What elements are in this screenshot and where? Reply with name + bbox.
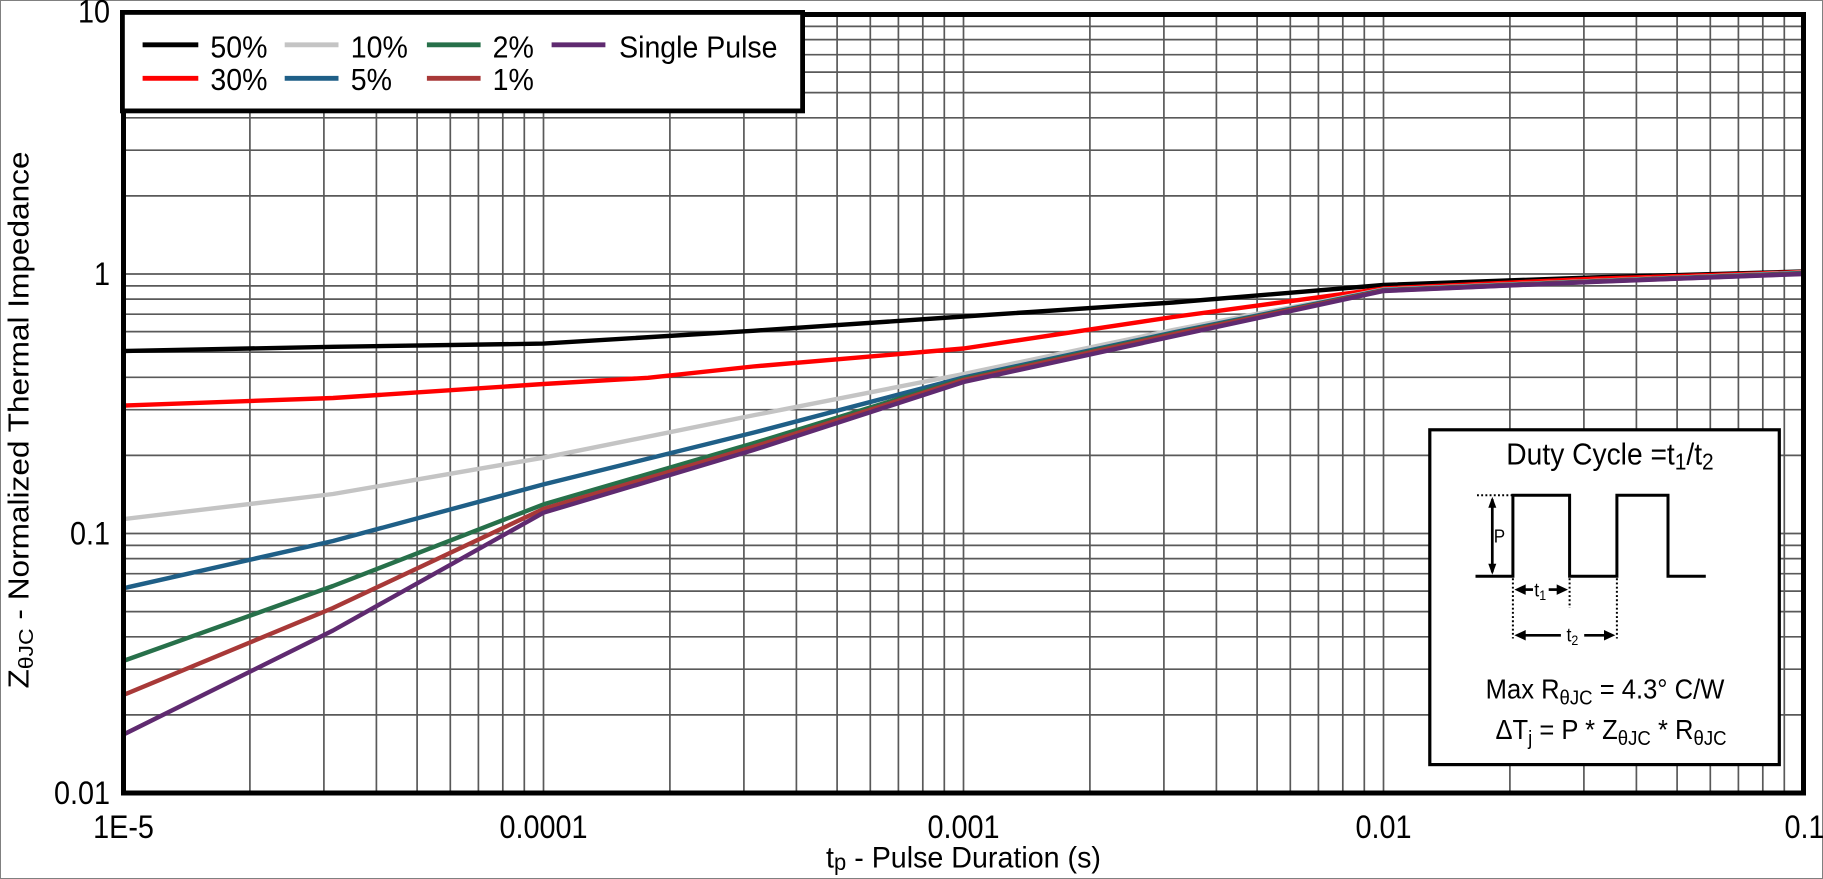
svg-text:10%: 10% — [351, 30, 408, 64]
svg-text:2%: 2% — [493, 30, 534, 64]
svg-text:1E-5: 1E-5 — [93, 810, 154, 846]
svg-text:0.01: 0.01 — [1355, 810, 1411, 846]
svg-text:0.1: 0.1 — [70, 516, 110, 552]
svg-text:t2: t2 — [1567, 624, 1579, 649]
svg-text:0.1: 0.1 — [1784, 810, 1823, 846]
svg-text:5%: 5% — [351, 63, 392, 97]
svg-text:0.01: 0.01 — [54, 775, 110, 811]
svg-text:30%: 30% — [210, 63, 267, 97]
svg-text:tp - Pulse Duration (s): tp - Pulse Duration (s) — [826, 841, 1101, 875]
svg-text:0.0001: 0.0001 — [499, 810, 587, 846]
svg-text:ΔTj = P * ZθJC * RθJC: ΔTj = P * ZθJC * RθJC — [1495, 714, 1726, 750]
svg-text:Single Pulse: Single Pulse — [619, 30, 777, 64]
svg-text:Max RθJC = 4.3° C/W: Max RθJC = 4.3° C/W — [1486, 674, 1725, 710]
svg-text:50%: 50% — [210, 30, 267, 64]
svg-text:t1: t1 — [1534, 579, 1546, 603]
svg-text:ZθJC - Normalized Thermal Impe: ZθJC - Normalized Thermal Impedance — [4, 151, 38, 688]
svg-text:0.001: 0.001 — [927, 810, 999, 846]
svg-text:1%: 1% — [493, 63, 534, 97]
svg-text:10: 10 — [78, 0, 110, 30]
svg-text:1: 1 — [94, 256, 110, 292]
svg-text:P: P — [1494, 526, 1505, 547]
